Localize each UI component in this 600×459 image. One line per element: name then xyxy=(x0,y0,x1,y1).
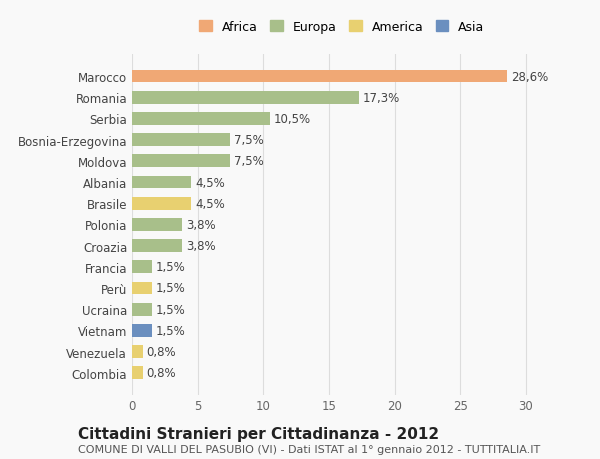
Text: 3,8%: 3,8% xyxy=(186,218,215,231)
Text: Cittadini Stranieri per Cittadinanza - 2012: Cittadini Stranieri per Cittadinanza - 2… xyxy=(78,425,439,441)
Text: 1,5%: 1,5% xyxy=(155,261,185,274)
Text: 17,3%: 17,3% xyxy=(363,91,400,105)
Text: 1,5%: 1,5% xyxy=(155,303,185,316)
Bar xyxy=(132,197,191,210)
Text: 7,5%: 7,5% xyxy=(235,134,264,147)
Text: COMUNE DI VALLI DEL PASUBIO (VI) - Dati ISTAT al 1° gennaio 2012 - TUTTITALIA.IT: COMUNE DI VALLI DEL PASUBIO (VI) - Dati … xyxy=(78,444,540,454)
Bar xyxy=(132,261,152,274)
Bar xyxy=(132,71,508,83)
Bar xyxy=(132,92,359,104)
Text: 28,6%: 28,6% xyxy=(511,70,548,84)
Text: 4,5%: 4,5% xyxy=(195,197,225,210)
Text: 1,5%: 1,5% xyxy=(155,324,185,337)
Text: 1,5%: 1,5% xyxy=(155,282,185,295)
Text: 10,5%: 10,5% xyxy=(274,112,311,126)
Text: 0,8%: 0,8% xyxy=(146,345,176,358)
Text: 4,5%: 4,5% xyxy=(195,176,225,189)
Bar xyxy=(132,346,143,358)
Bar xyxy=(132,113,270,125)
Bar xyxy=(132,155,230,168)
Bar xyxy=(132,303,152,316)
Bar xyxy=(132,240,182,252)
Bar xyxy=(132,134,230,147)
Bar xyxy=(132,282,152,295)
Text: 3,8%: 3,8% xyxy=(186,240,215,252)
Bar xyxy=(132,218,182,231)
Text: 7,5%: 7,5% xyxy=(235,155,264,168)
Bar xyxy=(132,367,143,379)
Legend: Africa, Europa, America, Asia: Africa, Europa, America, Asia xyxy=(196,17,488,38)
Text: 0,8%: 0,8% xyxy=(146,366,176,380)
Bar xyxy=(132,325,152,337)
Bar xyxy=(132,176,191,189)
